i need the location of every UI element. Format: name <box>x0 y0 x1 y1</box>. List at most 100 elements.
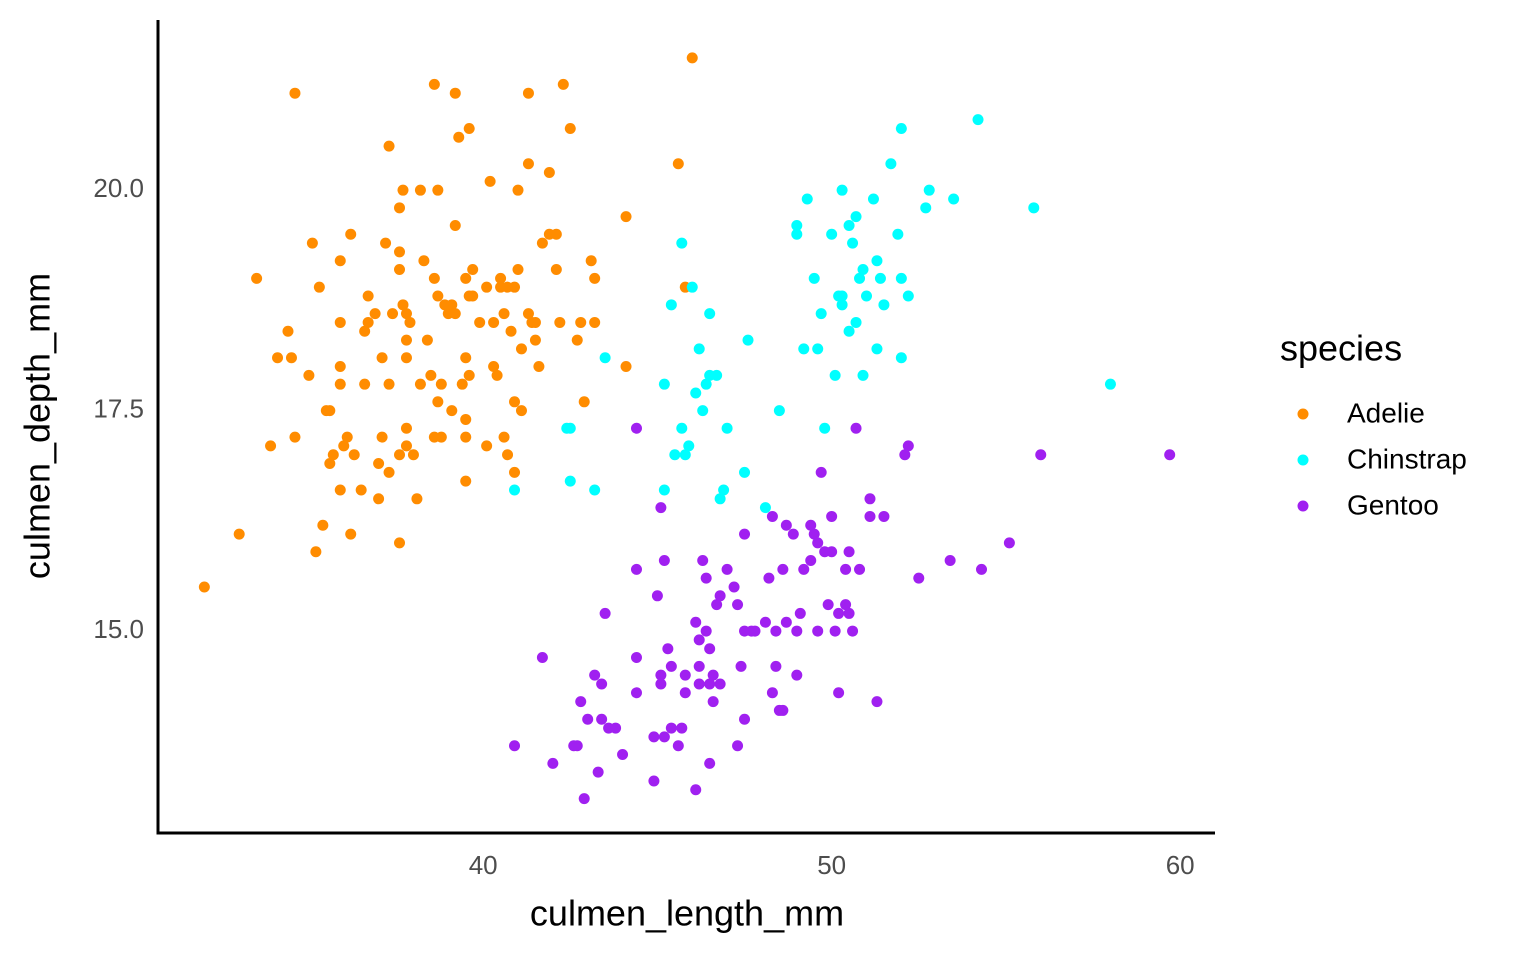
point <box>394 537 406 549</box>
point <box>812 625 824 637</box>
point <box>871 696 883 708</box>
point <box>536 652 548 664</box>
point <box>676 237 688 249</box>
point <box>892 228 904 240</box>
point <box>620 361 632 373</box>
point <box>411 493 423 505</box>
point <box>665 299 677 311</box>
point <box>630 422 642 434</box>
point <box>460 352 472 364</box>
point <box>400 440 412 452</box>
point <box>700 378 712 390</box>
point <box>871 343 883 355</box>
point <box>334 378 346 390</box>
point <box>808 272 820 284</box>
point <box>704 643 716 655</box>
point <box>394 449 406 461</box>
point <box>683 440 695 452</box>
point <box>718 484 730 496</box>
point <box>550 264 562 276</box>
point <box>658 378 670 390</box>
point <box>714 678 726 690</box>
point <box>327 449 339 461</box>
point <box>481 440 493 452</box>
point <box>630 652 642 664</box>
point <box>840 599 852 611</box>
point <box>686 281 698 293</box>
point <box>509 484 521 496</box>
point <box>854 563 866 575</box>
point <box>780 519 792 531</box>
point <box>428 78 440 90</box>
point <box>895 272 907 284</box>
point <box>324 458 336 470</box>
point <box>697 555 709 567</box>
legend-label: Adelie <box>1347 397 1425 428</box>
point <box>808 528 820 540</box>
point <box>599 607 611 619</box>
point <box>655 678 667 690</box>
point <box>913 572 925 584</box>
point <box>449 219 461 231</box>
point <box>878 299 890 311</box>
point <box>571 740 583 752</box>
point <box>672 740 684 752</box>
point <box>843 219 855 231</box>
point <box>1003 537 1015 549</box>
point <box>711 599 723 611</box>
point <box>498 431 510 443</box>
point <box>334 361 346 373</box>
point <box>1035 449 1047 461</box>
point <box>850 316 862 328</box>
point <box>826 228 838 240</box>
point <box>763 572 775 584</box>
point <box>829 625 841 637</box>
point <box>589 316 601 328</box>
point <box>495 272 507 284</box>
point <box>467 290 479 302</box>
point <box>791 219 803 231</box>
point <box>421 334 433 346</box>
point <box>885 158 897 170</box>
point <box>742 334 754 346</box>
point <box>435 431 447 443</box>
point <box>522 87 534 99</box>
point <box>665 722 677 734</box>
point <box>739 713 751 725</box>
point <box>923 184 935 196</box>
point <box>394 246 406 258</box>
point <box>791 228 803 240</box>
point <box>693 678 705 690</box>
point <box>847 237 859 249</box>
point <box>826 510 838 522</box>
point <box>272 352 284 364</box>
point <box>711 369 723 381</box>
point <box>690 616 702 628</box>
point <box>704 308 716 320</box>
point <box>310 546 322 558</box>
point <box>529 334 541 346</box>
x-tick-label: 40 <box>469 850 498 880</box>
point <box>833 687 845 699</box>
point <box>857 264 869 276</box>
point <box>651 590 663 602</box>
point <box>686 52 698 64</box>
point <box>345 228 357 240</box>
point <box>435 378 447 390</box>
point <box>819 422 831 434</box>
point <box>707 669 719 681</box>
point <box>843 607 855 619</box>
point <box>662 643 674 655</box>
point <box>1104 378 1116 390</box>
point <box>732 740 744 752</box>
point <box>380 237 392 249</box>
x-tick-label: 60 <box>1166 850 1195 880</box>
point <box>265 440 277 452</box>
point <box>864 510 876 522</box>
point <box>512 184 524 196</box>
point <box>547 757 559 769</box>
point <box>777 563 789 575</box>
point <box>822 599 834 611</box>
point <box>599 352 611 364</box>
